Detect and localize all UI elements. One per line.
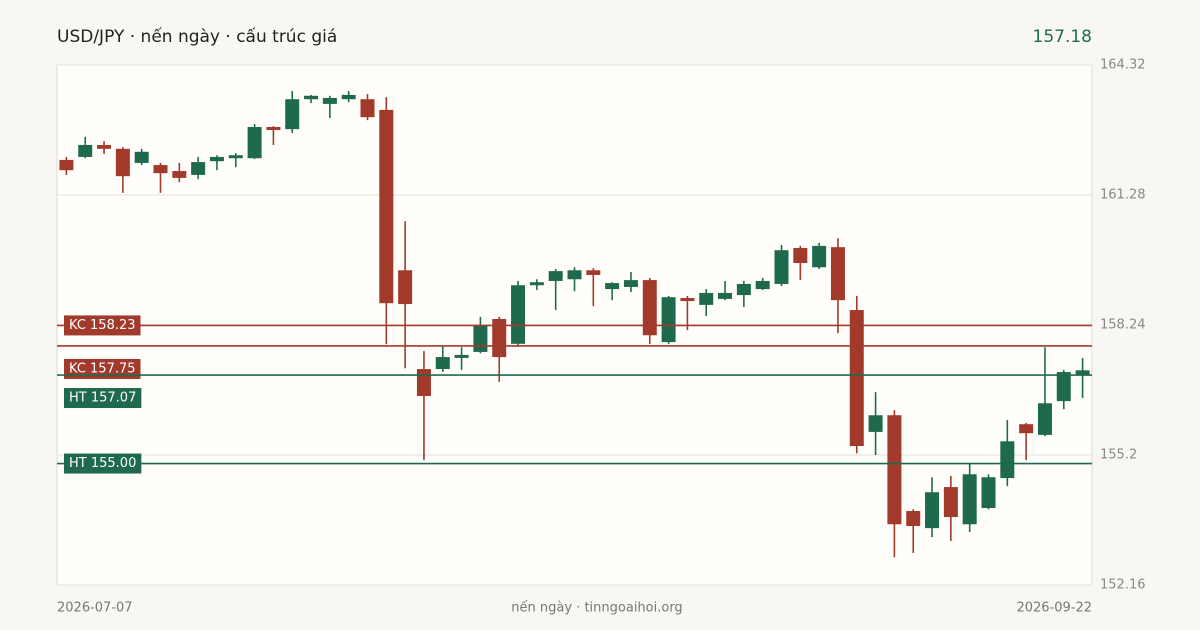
candle-body	[1056, 372, 1071, 402]
candle-body	[680, 298, 695, 302]
candle-body	[511, 285, 526, 344]
candle-body	[830, 247, 845, 301]
candle-body	[322, 97, 337, 104]
candle-body	[78, 144, 93, 157]
chart-title: USD/JPY · nến ngày · cấu trúc giá	[57, 26, 337, 47]
candle-body	[586, 270, 601, 275]
candle-body	[115, 148, 130, 177]
candle-body	[1019, 424, 1034, 434]
candle-body	[736, 283, 751, 296]
candle-body	[379, 109, 394, 304]
candle-body	[849, 310, 864, 447]
candle-body	[1075, 370, 1090, 376]
candle-body	[191, 162, 206, 175]
candle-body	[661, 297, 676, 343]
candle-body	[398, 270, 413, 305]
candle-body	[360, 99, 375, 118]
y-tick-label: 155.2	[1100, 448, 1137, 463]
candle-body	[868, 415, 883, 432]
level-label: KC 158.23	[69, 318, 136, 333]
candle-body	[962, 474, 977, 525]
level-label-box	[64, 315, 141, 336]
y-tick-label: 152.16	[1100, 578, 1146, 593]
candle-body	[228, 155, 243, 159]
candle-body	[567, 270, 582, 280]
footer: nến ngày · tinngoaihoi.org	[511, 601, 682, 616]
candle-body	[623, 280, 638, 287]
candle-body	[548, 271, 563, 281]
candle-body	[774, 250, 789, 284]
candle-body	[699, 292, 714, 305]
candle-body	[642, 280, 657, 336]
candle-body	[981, 477, 996, 509]
candle-body	[416, 369, 431, 396]
candle-body	[925, 492, 940, 529]
x-tick-label: 2026-09-22	[1016, 601, 1092, 616]
candle-body	[304, 95, 319, 100]
candle-body	[718, 292, 733, 299]
candle-body	[97, 144, 112, 149]
candle-body	[134, 151, 149, 163]
y-tick-label: 164.32	[1100, 58, 1146, 73]
candle-body	[341, 94, 356, 100]
candle-body	[473, 325, 488, 352]
candle-body	[812, 245, 827, 268]
level-label-box	[64, 453, 142, 474]
candle-body	[153, 165, 168, 174]
candle-body	[1000, 441, 1015, 479]
level-label: HT 155.00	[69, 456, 136, 471]
candle-body	[172, 171, 187, 178]
candle-body	[492, 319, 507, 358]
candle-body	[59, 159, 74, 171]
candle-body	[529, 282, 544, 286]
last-price: 157.18	[1033, 27, 1092, 47]
candle-body	[605, 283, 620, 290]
level-label-box	[64, 358, 141, 379]
y-tick-label: 161.28	[1100, 188, 1146, 203]
level-label: KC 157.75	[69, 361, 136, 376]
candle-body	[454, 354, 469, 358]
candle-body	[1037, 403, 1052, 435]
x-tick-label: 2026-07-07	[57, 601, 133, 616]
candle-body	[247, 127, 262, 159]
candle-body	[209, 156, 224, 162]
level-label: HT 157.07	[69, 391, 136, 406]
y-tick-label: 158.24	[1100, 318, 1146, 333]
candle-body	[755, 280, 770, 290]
candle-body	[266, 127, 281, 130]
candle-body	[906, 511, 921, 526]
candle-body	[285, 99, 300, 130]
level-label-box	[64, 388, 142, 409]
candle-body	[887, 415, 902, 525]
candle-body	[793, 248, 808, 263]
candle-body	[435, 357, 450, 370]
candle-body	[943, 487, 958, 518]
